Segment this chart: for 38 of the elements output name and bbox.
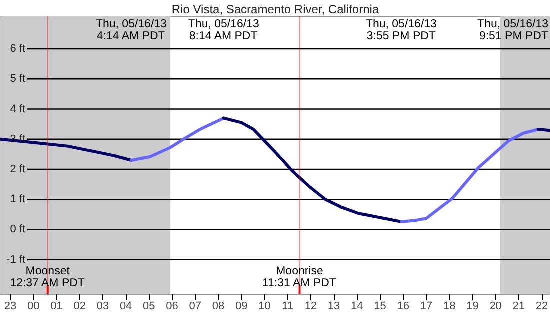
x-tick-label: 20: [490, 300, 502, 312]
x-tick-label: 17: [420, 300, 433, 312]
x-tick-label: 23: [4, 300, 17, 312]
annotation: Thu, 05/16/13 9:51 PM PDT: [478, 18, 549, 42]
x-tick-label: 21: [512, 300, 526, 312]
x-tick-label: 18: [443, 300, 456, 312]
annotation: Thu, 05/16/13 8:14 AM PDT: [188, 18, 260, 42]
annotation: Thu, 05/16/13 3:55 PM PDT: [366, 18, 437, 42]
chart-title: Rio Vista, Sacramento River, California: [172, 2, 380, 16]
x-tick-label: 09: [235, 300, 248, 312]
y-tick-label: 4 ft: [10, 103, 26, 116]
x-tick-label: 06: [166, 300, 178, 312]
y-tick-label: 0 ft: [10, 224, 26, 236]
y-tick-label: 5 ft: [10, 73, 26, 86]
x-tick-label: 14: [351, 300, 364, 312]
y-tick-label: 2 ft: [10, 164, 26, 176]
x-tick-label: 13: [328, 300, 340, 312]
x-tick-label: 03: [96, 300, 110, 312]
x-tick-label: 04: [120, 300, 132, 312]
y-tick-label: -1 ft: [6, 254, 26, 266]
x-tick-label: 05: [143, 300, 156, 312]
x-tick-label: 22: [536, 300, 548, 312]
ref-line-label: Moonset 12:37 AM PDT: [10, 265, 85, 290]
x-tick-label: 00: [28, 300, 40, 312]
x-tick-label: 16: [397, 300, 410, 312]
x-tick-label: 15: [374, 300, 386, 312]
annotation: Thu, 05/16/13 4:14 AM PDT: [96, 18, 167, 42]
x-tick-label: 08: [212, 300, 225, 312]
x-tick-label: 11: [282, 300, 294, 312]
y-tick-label: 6 ft: [10, 43, 26, 56]
x-tick-label: 10: [258, 300, 271, 312]
x-tick-label: 01: [50, 300, 63, 312]
x-tick-label: 02: [74, 300, 86, 312]
y-tick-label: 1 ft: [10, 194, 26, 206]
x-tick-label: 19: [466, 300, 479, 312]
x-tick-label: 07: [189, 300, 202, 312]
ref-line-label: Moonrise 11:31 AM PDT: [262, 265, 336, 290]
x-tick-label: 12: [304, 300, 318, 312]
